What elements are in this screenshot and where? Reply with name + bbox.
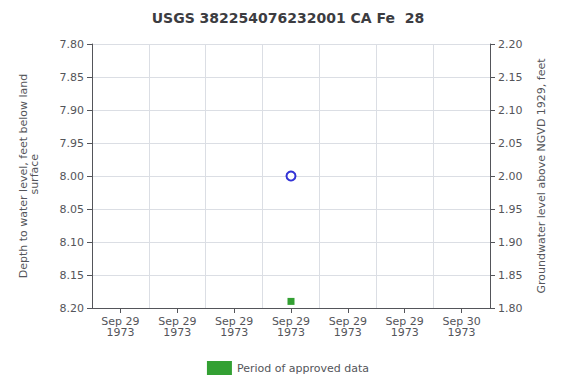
svg-text:8.00: 8.00 — [60, 170, 85, 183]
svg-text:8.20: 8.20 — [60, 302, 85, 315]
svg-text:Sep 29: Sep 29 — [101, 315, 140, 328]
svg-text:2.20: 2.20 — [498, 38, 523, 51]
svg-text:2.00: 2.00 — [498, 170, 523, 183]
svg-text:1973: 1973 — [106, 326, 134, 339]
svg-text:1.80: 1.80 — [498, 302, 523, 315]
svg-text:1973: 1973 — [334, 326, 362, 339]
svg-text:1973: 1973 — [220, 326, 248, 339]
svg-text:2.05: 2.05 — [498, 137, 523, 150]
svg-text:8.05: 8.05 — [60, 203, 85, 216]
svg-text:Sep 29: Sep 29 — [158, 315, 197, 328]
svg-text:1973: 1973 — [277, 326, 305, 339]
svg-text:Sep 29: Sep 29 — [385, 315, 424, 328]
svg-text:7.90: 7.90 — [60, 104, 85, 117]
svg-text:Depth to water level, feet bel: Depth to water level, feet below land — [17, 73, 30, 279]
svg-text:Period of approved data: Period of approved data — [237, 362, 369, 375]
svg-text:1.95: 1.95 — [498, 203, 523, 216]
svg-text:1.85: 1.85 — [498, 269, 523, 282]
svg-text:surface: surface — [28, 154, 41, 198]
svg-text:7.85: 7.85 — [60, 71, 85, 84]
svg-text:1973: 1973 — [163, 326, 191, 339]
svg-text:Sep 29: Sep 29 — [215, 315, 254, 328]
svg-text:Sep 30: Sep 30 — [442, 315, 481, 328]
svg-text:Sep 29: Sep 29 — [271, 315, 311, 328]
svg-text:8.10: 8.10 — [60, 236, 85, 249]
svg-text:USGS 382254076232001 CA Fe 28: USGS 382254076232001 CA Fe 28 — [152, 10, 425, 26]
svg-text:1.90: 1.90 — [498, 236, 523, 249]
svg-text:7.80: 7.80 — [60, 38, 85, 51]
svg-text:Groundwater level above NGVD 1: Groundwater level above NGVD 1929, feet — [535, 58, 548, 294]
svg-text:7.95: 7.95 — [60, 137, 85, 150]
svg-text:8.15: 8.15 — [60, 269, 85, 282]
svg-text:2.15: 2.15 — [498, 71, 523, 84]
svg-text:2.10: 2.10 — [498, 104, 523, 117]
svg-text:Sep 29: Sep 29 — [328, 315, 367, 328]
svg-text:1973: 1973 — [448, 326, 476, 339]
svg-text:1973: 1973 — [391, 326, 419, 339]
